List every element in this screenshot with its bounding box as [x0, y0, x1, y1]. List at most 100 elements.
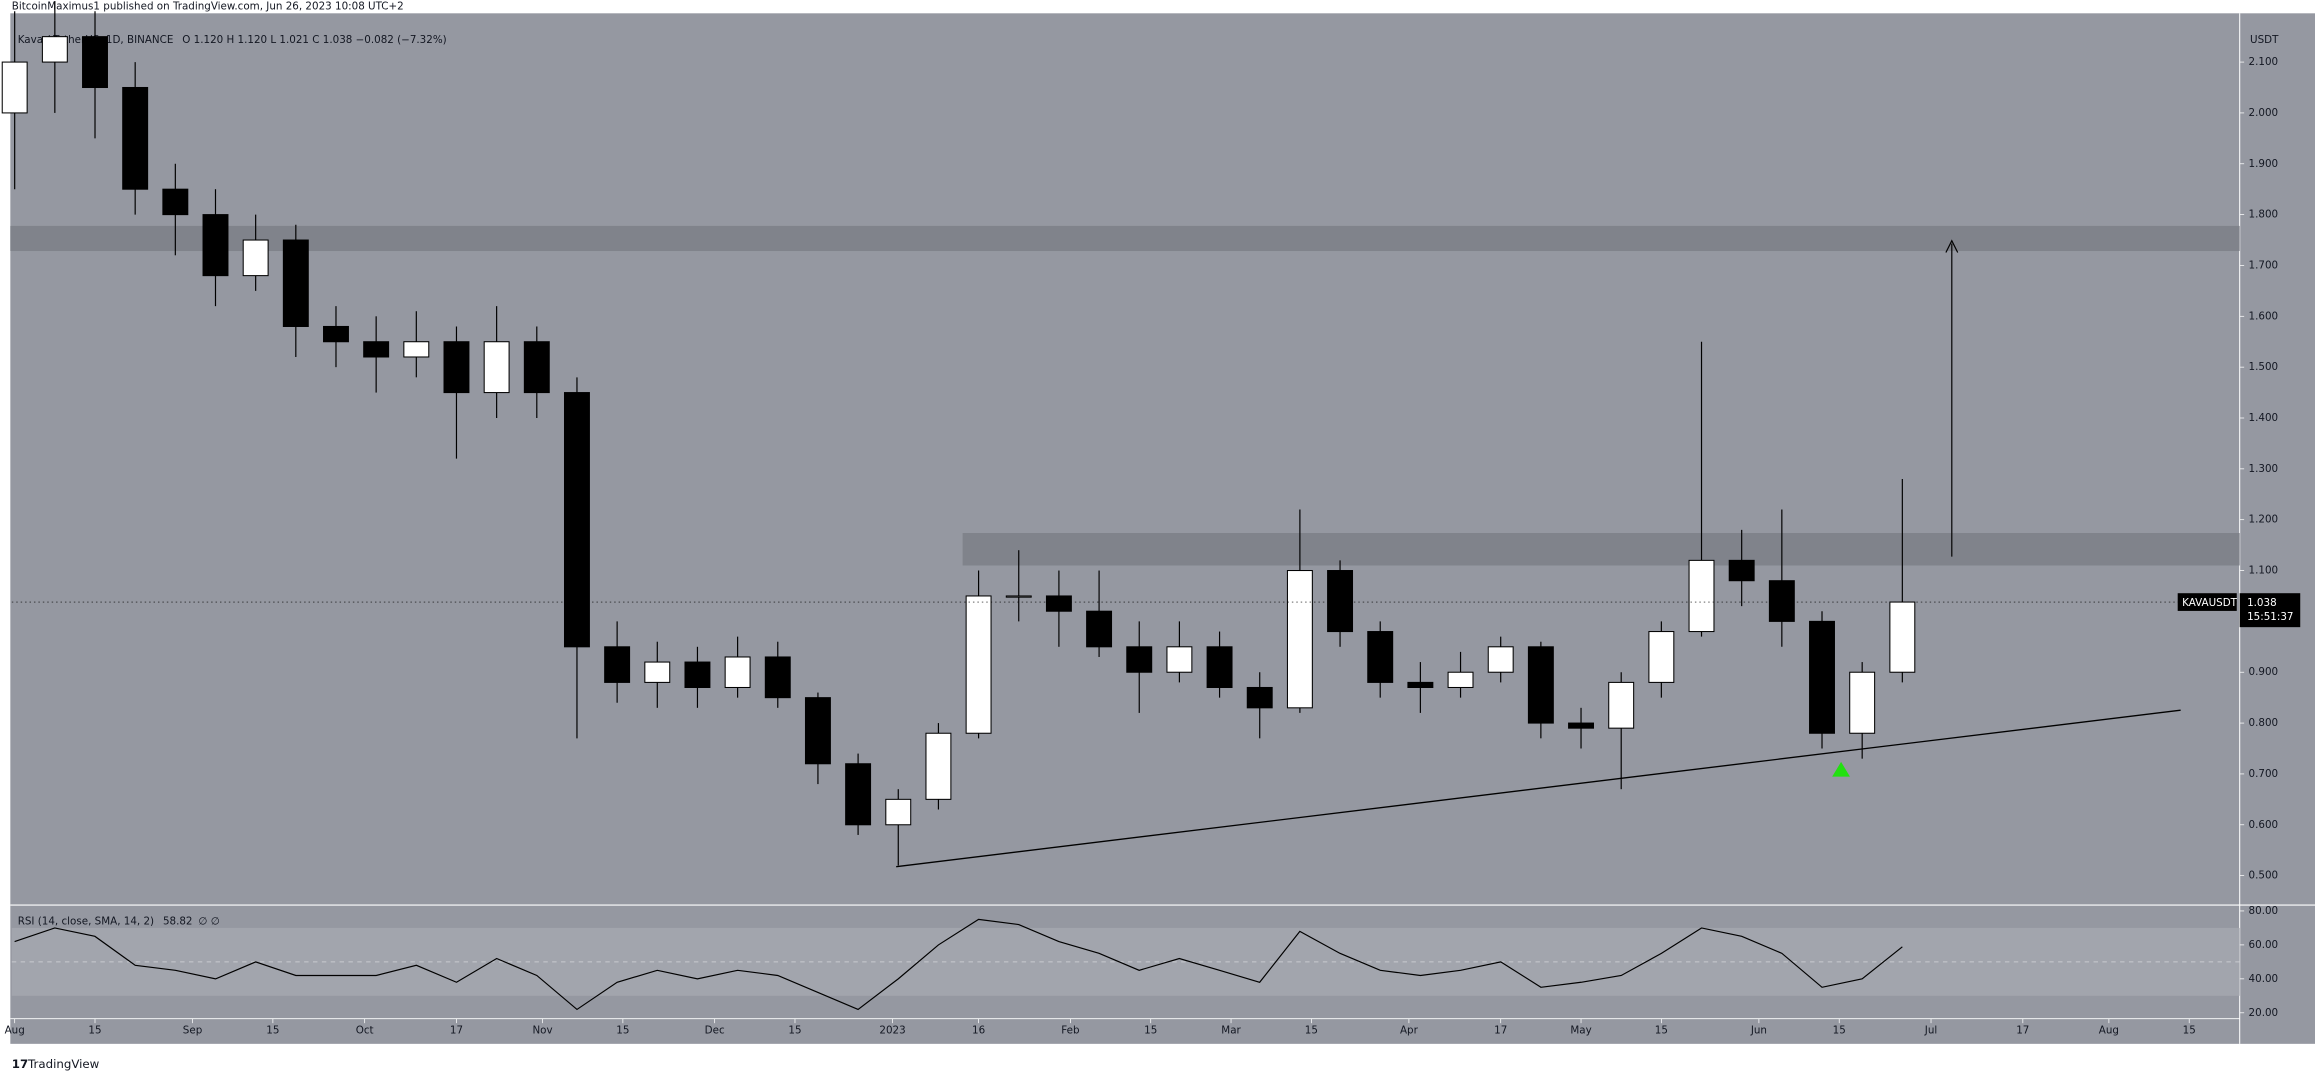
- rsi-band: [11, 927, 2240, 996]
- candle-body: [363, 341, 390, 358]
- candle-body: [965, 595, 992, 734]
- x-tick-label: 17: [450, 1025, 463, 1037]
- x-tick-label: May: [1570, 1025, 1591, 1037]
- y-axis-label: USDT: [2250, 34, 2279, 46]
- trend-line: [896, 709, 2181, 868]
- candle-body: [684, 661, 711, 689]
- candle-body: [1447, 671, 1474, 689]
- candle-body: [604, 646, 631, 683]
- candle-body: [282, 239, 309, 327]
- candle-body: [724, 656, 751, 689]
- candle-body: [242, 239, 269, 277]
- x-tick-label: Feb: [1061, 1025, 1079, 1037]
- candle-body: [162, 188, 189, 216]
- candle-body: [1045, 595, 1072, 612]
- x-tick-label: Aug: [5, 1025, 25, 1037]
- candle-body: [202, 214, 229, 277]
- x-tick-label: 15: [1305, 1025, 1318, 1037]
- price-value: 1.038: [2247, 597, 2277, 609]
- candle-body: [1809, 620, 1835, 734]
- x-tick-label: Apr: [1400, 1025, 1419, 1037]
- x-tick-label: Oct: [356, 1025, 374, 1037]
- y-tick-label: 1.500: [2249, 361, 2279, 373]
- x-tick-label: 15: [616, 1025, 629, 1037]
- x-tick-label: 2023: [879, 1025, 905, 1037]
- candle-body: [1286, 570, 1313, 709]
- x-tick-label: 15: [1144, 1025, 1157, 1037]
- symbol-tag: [2177, 593, 2237, 611]
- x-tick-label: Dec: [705, 1025, 725, 1037]
- candle-body: [1688, 559, 1715, 633]
- candle-body: [1005, 595, 1032, 598]
- candle-body: [41, 36, 68, 63]
- candle-body: [1648, 631, 1675, 683]
- y-tick-label: 20.00: [2249, 1007, 2279, 1019]
- candle-body: [122, 86, 149, 190]
- y-tick-label: 1.800: [2249, 209, 2279, 221]
- y-tick-label: 1.100: [2249, 565, 2279, 577]
- y-tick-label: 0.900: [2249, 666, 2279, 678]
- candle-body: [1527, 646, 1554, 724]
- ohlc-label: O 1.120 H 1.120 L 1.021 C 1.038 −0.082 (…: [182, 34, 446, 46]
- candle-body: [443, 341, 470, 394]
- candle-body: [1407, 681, 1434, 689]
- rsi-line: [14, 918, 1903, 1011]
- x-tick-label: 15: [2183, 1025, 2196, 1037]
- y-tick-label: 0.500: [2249, 870, 2279, 882]
- x-tick-label: 16: [972, 1025, 985, 1037]
- x-tick-label: 15: [266, 1025, 279, 1037]
- y-tick-label: 80.00: [2249, 905, 2279, 917]
- x-tick-label: Nov: [532, 1025, 552, 1037]
- x-tick-label: Sep: [183, 1025, 202, 1037]
- x-tick-label: 15: [1655, 1025, 1668, 1037]
- candle-body: [1889, 601, 1916, 673]
- x-tick-label: Jun: [1750, 1025, 1767, 1037]
- countdown: 15:51:37: [2247, 611, 2293, 623]
- candle-body: [845, 763, 872, 826]
- candle-body: [1849, 671, 1876, 734]
- x-tick-label: 17: [2016, 1025, 2029, 1037]
- arrow-head: [1945, 239, 1959, 253]
- rsi-title: RSI (14, close, SMA, 14, 2): [18, 915, 154, 927]
- candle-body: [82, 36, 108, 89]
- price-tag: [2239, 593, 2301, 628]
- candle-body: [1206, 646, 1233, 689]
- rsi-value: 58.82: [163, 915, 193, 927]
- candle-body: [1367, 631, 1394, 683]
- candle-body: [1487, 646, 1514, 673]
- x-tick-label: Aug: [2099, 1025, 2119, 1037]
- x-tick-label: 15: [1833, 1025, 1846, 1037]
- candle-body: [403, 341, 430, 358]
- y-tick-label: 1.300: [2249, 463, 2279, 475]
- candle-body: [925, 732, 952, 800]
- x-tick-label: 15: [788, 1025, 801, 1037]
- y-tick-label: 1.600: [2249, 310, 2279, 322]
- candle-body: [644, 661, 671, 683]
- y-tick-label: 2.100: [2249, 56, 2279, 68]
- publisher: BitcoinMaximus1 published on TradingView…: [12, 1, 404, 13]
- candle-body: [1728, 559, 1755, 582]
- y-tick-label: 40.00: [2249, 973, 2279, 985]
- y-tick-label: 1.400: [2249, 412, 2279, 424]
- candle-body: [1568, 722, 1594, 729]
- marker: [1832, 761, 1850, 777]
- candle-body: [1, 61, 28, 114]
- chart-area: [10, 13, 2315, 1044]
- y-tick-label: 0.800: [2249, 717, 2279, 729]
- x-tick-label: 15: [88, 1025, 101, 1037]
- symbol-label: KAVAUSDT: [2182, 597, 2238, 609]
- candle-body: [1327, 570, 1354, 633]
- candle-body: [764, 656, 791, 699]
- y-tick-label: 1.200: [2249, 514, 2279, 526]
- y-tick-label: 1.700: [2249, 259, 2279, 271]
- resistance-zone: [10, 225, 2240, 252]
- x-tick-label: Jul: [1924, 1025, 1937, 1037]
- y-tick-label: 60.00: [2249, 939, 2279, 951]
- candle-body: [1608, 681, 1635, 729]
- candle-body: [1768, 580, 1795, 622]
- x-tick-label: Mar: [1221, 1025, 1241, 1037]
- rsi-suffix: ∅ ∅: [198, 915, 219, 927]
- candle-body: [1126, 646, 1153, 673]
- y-tick-label: 0.700: [2249, 768, 2279, 780]
